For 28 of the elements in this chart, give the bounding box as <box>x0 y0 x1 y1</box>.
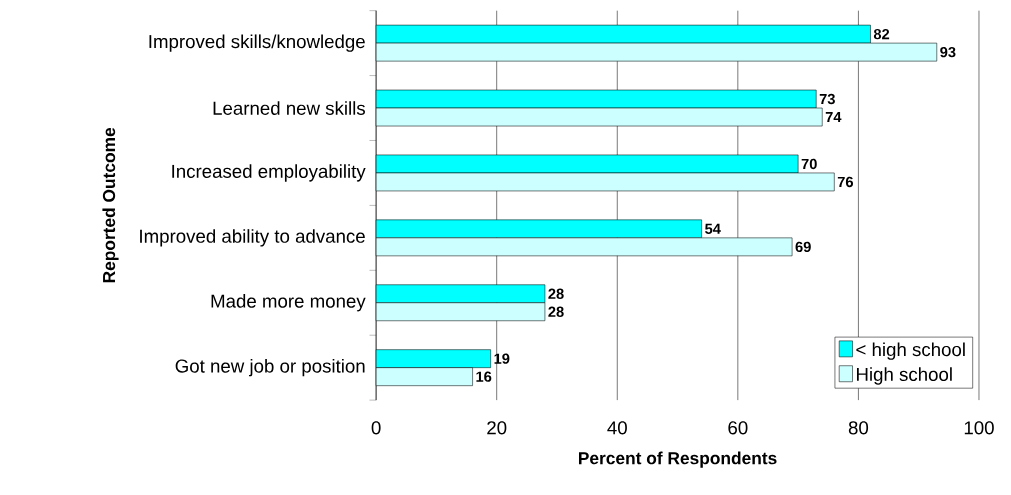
data-label: 19 <box>494 353 510 364</box>
x-tick-label: 0 <box>371 421 381 435</box>
data-label: 82 <box>873 29 890 40</box>
data-label: 28 <box>548 306 564 318</box>
data-label: 70 <box>801 158 817 170</box>
x-tick-label: 100 <box>964 421 994 435</box>
y-tick-label: Improved skills/knowledge <box>149 34 365 52</box>
data-label: 74 <box>825 112 842 123</box>
data-label: 28 <box>548 288 564 300</box>
x-tick-label: 40 <box>607 421 627 435</box>
data-label: 54 <box>705 223 721 235</box>
x-tick-label: 60 <box>728 421 748 435</box>
data-label: 69 <box>795 241 811 253</box>
y-tick-label: Learned new skills <box>213 101 365 115</box>
x-tick-label: 80 <box>848 421 869 435</box>
data-label: 73 <box>819 93 835 105</box>
legend-label: High school <box>856 367 952 385</box>
data-label: 16 <box>476 371 492 382</box>
x-axis-title: Percent of Respondents <box>578 451 777 468</box>
y-axis-title: Reported Outcome <box>102 128 119 283</box>
y-tick-label: Made more money <box>211 294 366 312</box>
legend-label: < high school <box>856 342 965 360</box>
x-tick-label: 20 <box>487 421 507 435</box>
y-tick-label: Improved ability to advance <box>140 229 365 247</box>
data-label: 93 <box>940 47 956 58</box>
y-tick-label: Increased employability <box>172 164 366 182</box>
y-tick-label: Got new job or position <box>175 359 365 377</box>
data-label: 76 <box>837 176 854 188</box>
